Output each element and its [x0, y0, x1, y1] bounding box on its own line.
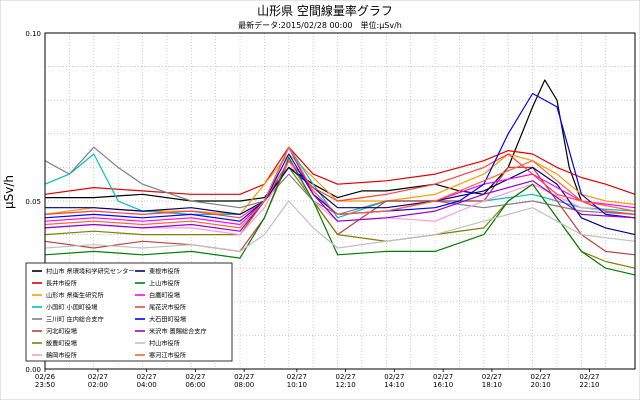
- x-tick-date: 02/27: [531, 373, 551, 381]
- x-tick-time: 12:10: [336, 381, 356, 389]
- legend-label: 尾花沢市役所: [149, 304, 186, 312]
- x-tick-date: 02/26: [35, 373, 56, 381]
- legend-label: 村山市 県環境科学研究センター: [46, 268, 135, 276]
- x-tick-time: 20:10: [531, 381, 551, 389]
- x-tick-date: 02/27: [336, 373, 356, 381]
- legend-label: 河北町役場: [46, 328, 77, 336]
- x-tick-date: 02/27: [185, 373, 205, 381]
- legend-label: 白鷹町役場: [149, 292, 180, 300]
- series-line: [44, 146, 636, 229]
- legend-box: [25, 262, 233, 362]
- x-tick-date: 02/27: [234, 373, 254, 381]
- plot-frame: [44, 32, 636, 370]
- x-tick-time: 16:10: [433, 381, 453, 389]
- x-tick-time: 08:00: [234, 381, 254, 389]
- chart-subtitle: 最新データ:2015/02/28 00:00 単位:μSv/h: [238, 20, 402, 30]
- x-tick-date: 02/27: [137, 373, 157, 381]
- legend-label: 山形市 県衛生研究所: [46, 292, 104, 300]
- legend-label: 鶴岡市役所: [46, 352, 77, 360]
- legend-label: 東根市役所: [149, 268, 180, 276]
- x-tick-date: 02/27: [433, 373, 453, 381]
- x-tick-time: 23:50: [35, 381, 55, 389]
- series-line: [45, 79, 636, 215]
- legend-label: 寒河江市役所: [149, 352, 186, 360]
- x-tick-time: 06:00: [185, 381, 205, 389]
- legend-label: 三川町 庄内総合支庁: [46, 316, 104, 324]
- x-tick-date: 02/27: [88, 373, 108, 381]
- y-tick-label: 0.05: [25, 198, 41, 206]
- y-axis-label: μSv/h: [2, 175, 16, 209]
- x-tick-time: 02:00: [88, 381, 108, 389]
- axis-ticks: 0.000.050.1002/2623:5002/2702:0002/2704:…: [25, 30, 599, 389]
- x-tick-date: 02/27: [579, 373, 599, 381]
- series-lines: [44, 79, 636, 276]
- y-tick-label: 0.10: [25, 30, 41, 38]
- series-line: [44, 146, 636, 215]
- legend-label: 村山市役所: [149, 340, 180, 348]
- series-line: [45, 166, 636, 236]
- x-tick-date: 02/27: [287, 373, 307, 381]
- legend-label: 上山市役所: [149, 280, 180, 288]
- legend-label: 長井市役所: [46, 280, 77, 288]
- legend-label: 大石田町役場: [149, 316, 186, 324]
- series-line: [44, 153, 636, 219]
- legend-label: 飯豊町役場: [46, 340, 77, 348]
- x-tick-date: 02/27: [482, 373, 502, 381]
- x-tick-time: 14:10: [384, 381, 404, 389]
- series-line: [44, 200, 636, 252]
- x-tick-time: 10:10: [287, 381, 307, 389]
- y-tick-label: 0.00: [25, 366, 41, 374]
- x-tick-time: 18:10: [482, 381, 502, 389]
- series-line: [44, 146, 636, 195]
- x-tick-date: 02/27: [384, 373, 404, 381]
- legend-label: 米沢市 置賜総合支庁: [149, 328, 207, 336]
- legend-label: 小国町 小国町役場: [46, 304, 97, 312]
- x-tick-time: 22:10: [579, 381, 599, 389]
- x-tick-time: 04:00: [137, 381, 157, 389]
- series-line: [44, 146, 636, 232]
- chart-title: 山形県 空間線量率グラフ: [257, 3, 393, 18]
